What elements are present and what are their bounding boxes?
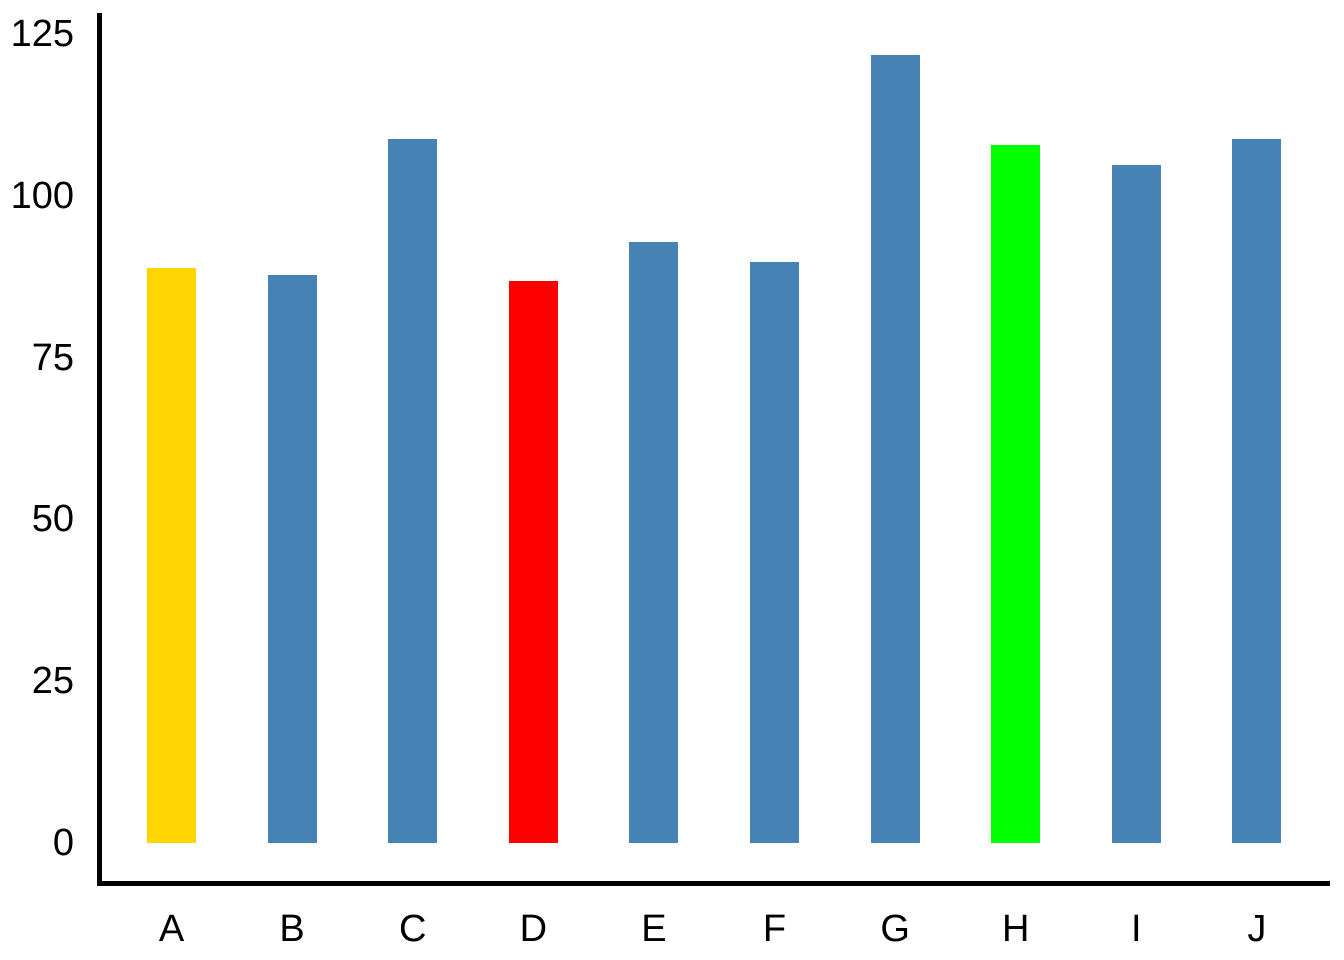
y-tick-label-0: 0 [52, 821, 74, 864]
bar-E [629, 242, 679, 844]
bar-B [267, 274, 317, 844]
y-tick-label-75: 75 [31, 336, 74, 379]
bar-A [147, 268, 196, 844]
bar-D [508, 281, 558, 844]
x-tick-label-F: F [762, 908, 787, 950]
x-tick-label-G: G [880, 908, 910, 950]
x-tick-label-I: I [1131, 908, 1142, 950]
x-axis-line [97, 881, 1330, 886]
bar-G [870, 54, 920, 844]
bar-F [750, 261, 799, 844]
y-tick-label-25: 25 [31, 659, 74, 702]
x-tick-label-E: E [641, 908, 667, 950]
bar-I [1111, 164, 1161, 844]
x-tick-label-H: H [1001, 908, 1030, 950]
y-axis-line [97, 13, 102, 886]
bar-H [991, 145, 1041, 844]
x-tick-label-B: B [279, 908, 305, 950]
y-tick-label-100: 100 [10, 175, 74, 217]
bar-C [388, 138, 438, 844]
y-tick-label-125: 125 [10, 13, 74, 56]
x-tick-label-C: C [398, 908, 427, 950]
bar-J [1232, 138, 1282, 844]
x-tick-label-D: D [519, 908, 548, 950]
x-tick-label-J: J [1247, 908, 1267, 950]
y-tick-label-50: 50 [31, 498, 74, 541]
x-tick-label-A: A [158, 908, 185, 950]
